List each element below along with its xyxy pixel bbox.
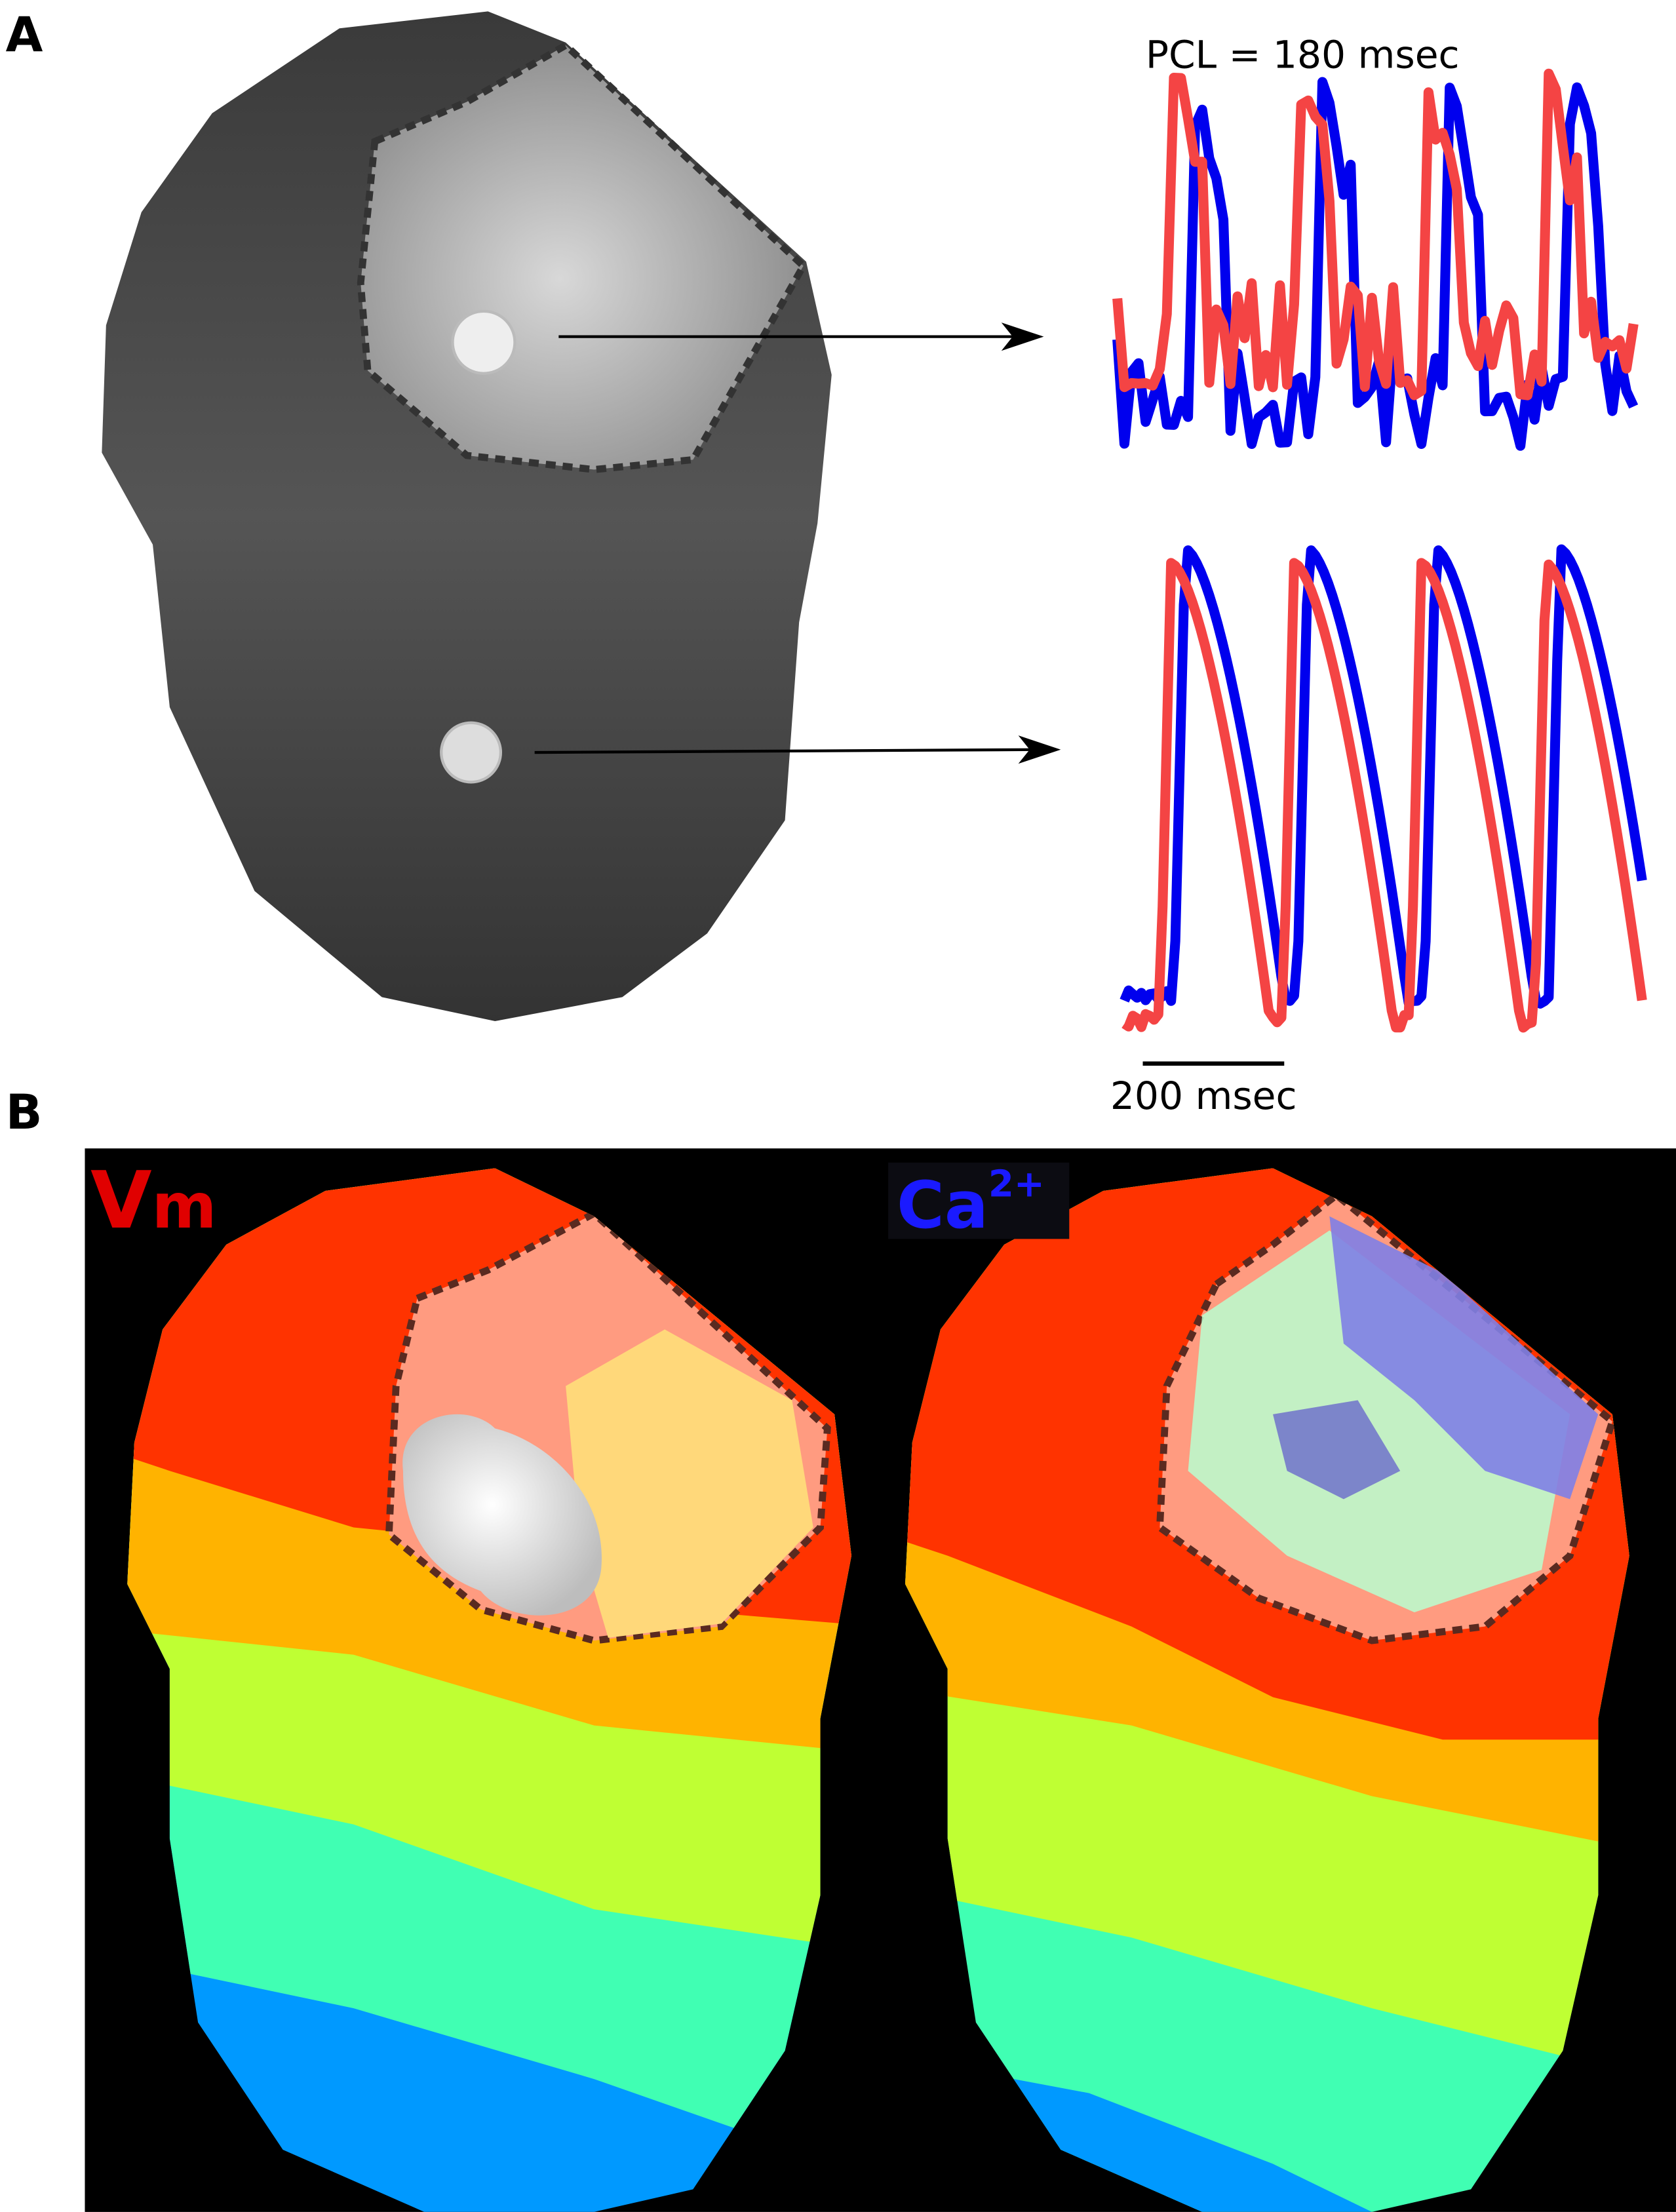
ca-map: [905, 1168, 1629, 2212]
trace: [1112, 68, 1639, 400]
panel-label: B: [6, 1085, 43, 1140]
pcl-label: PCL = 180 msec: [1146, 33, 1460, 77]
arrow: [534, 748, 1036, 754]
site-marker: [440, 721, 503, 784]
arrow-head: [1001, 322, 1044, 351]
trace: [1121, 558, 1647, 1033]
vm-main: V: [90, 1155, 152, 1247]
ca-label: Ca2+: [897, 1163, 1045, 1243]
site-marker: [451, 309, 516, 375]
arrow-head: [1018, 735, 1061, 764]
ca-label-bg: [888, 1162, 1070, 1239]
scale-bar-label: 200 msec: [1110, 1074, 1297, 1118]
vm-sub: m: [152, 1171, 217, 1243]
vm-map: [127, 1168, 851, 2212]
traces: [1112, 68, 1647, 1033]
ca-sup: 2+: [988, 1163, 1045, 1206]
vm-label: Vm: [90, 1155, 216, 1247]
trace: [1120, 544, 1647, 1009]
panel-label: A: [6, 7, 43, 63]
trace: [1112, 77, 1639, 451]
ca-main: Ca: [897, 1168, 988, 1243]
